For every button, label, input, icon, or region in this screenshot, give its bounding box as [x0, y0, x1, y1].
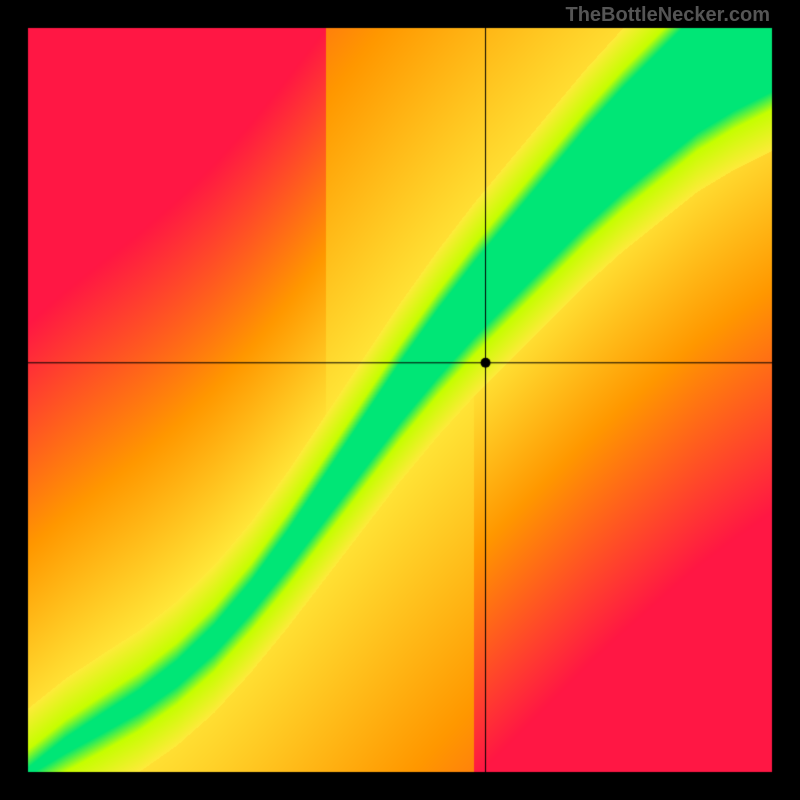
chart-container: TheBottleNecker.com: [0, 0, 800, 800]
watermark-text: TheBottleNecker.com: [565, 4, 770, 27]
heatmap-canvas: [0, 0, 800, 800]
